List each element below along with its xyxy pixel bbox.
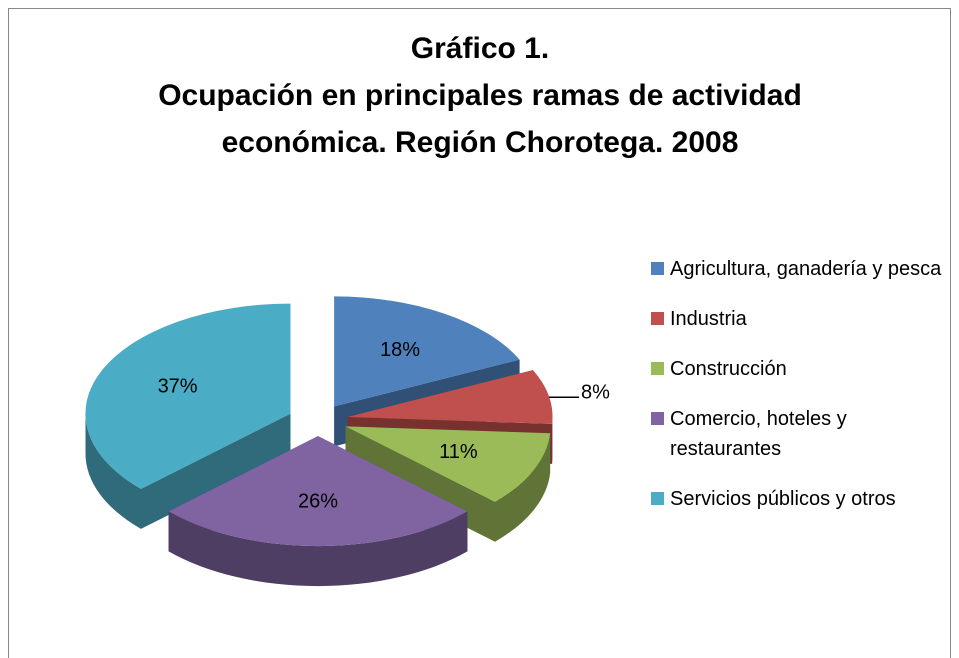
data-label: 18% <box>380 339 420 361</box>
slice <box>85 303 291 529</box>
legend-item: Industria <box>651 304 950 334</box>
legend-label: Industria <box>670 308 747 330</box>
data-label: 11% <box>439 441 478 463</box>
legend-label: Construcción <box>670 358 787 380</box>
chart-title: Ocupación en principales ramas de activi… <box>158 79 802 112</box>
slice-wall <box>495 433 551 542</box>
data-label: 8% <box>581 382 610 404</box>
legend-item: Construcción <box>651 354 950 384</box>
legend-swatch <box>651 492 664 505</box>
slice-wall <box>168 511 468 587</box>
slice <box>168 436 468 587</box>
legend-swatch <box>651 262 664 275</box>
slice-top <box>347 370 553 424</box>
data-label: 37% <box>158 376 198 398</box>
legend-swatch <box>651 312 664 325</box>
slice-top <box>334 296 520 407</box>
legend-swatch <box>651 412 664 425</box>
legend: Agricultura, ganadería y pesca Industria C… <box>651 254 951 514</box>
chart-title: económica. Región Chorotega. 2008 <box>222 126 739 159</box>
slice-top <box>85 303 291 489</box>
data-label: 26% <box>298 490 338 512</box>
chart-title: Gráfico 1. <box>411 32 549 65</box>
slice-wall <box>85 413 141 529</box>
slice-top <box>168 436 468 547</box>
legend-item: Servicios públicos y otros <box>651 484 950 514</box>
legend-label: Agricultura, ganadería y pesca <box>670 258 942 280</box>
legend-item: Agricultura, ganadería y pesca <box>651 254 950 284</box>
legend-swatch <box>651 362 664 375</box>
slice-top <box>345 426 551 502</box>
slice-side <box>141 413 291 529</box>
legend-label: Comercio, hoteles y restaurantes <box>670 408 847 460</box>
legend-label: Servicios públicos y otros <box>670 488 896 510</box>
legend-item: Comercio, hoteles y restaurantes <box>651 404 950 464</box>
